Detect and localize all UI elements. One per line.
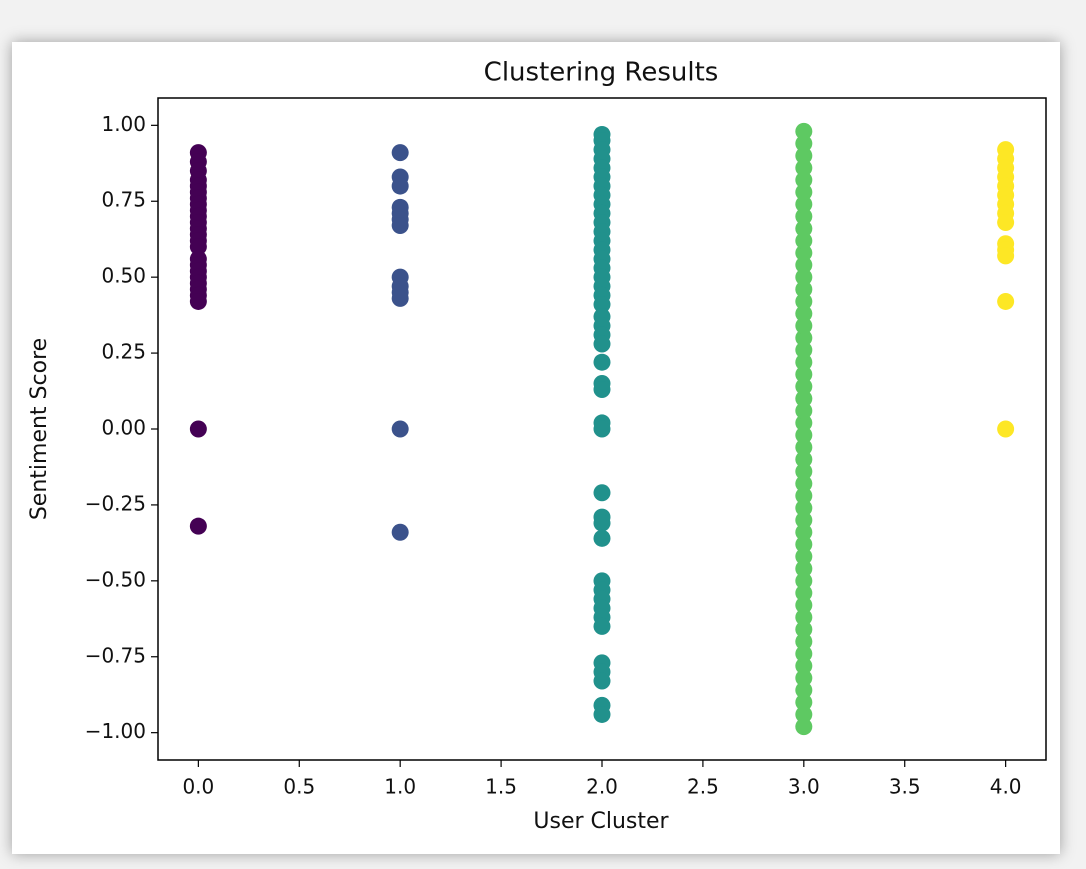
x-tick-label: 0.0 (182, 775, 214, 799)
point (795, 135, 813, 153)
point (795, 535, 813, 553)
point (795, 608, 813, 626)
point (795, 657, 813, 675)
point (795, 171, 813, 189)
point (593, 529, 611, 547)
point (795, 195, 813, 213)
point (795, 402, 813, 420)
point (997, 214, 1015, 232)
point (593, 381, 611, 399)
point (795, 292, 813, 310)
point (189, 517, 207, 535)
point (795, 305, 813, 323)
point (795, 365, 813, 383)
point (795, 268, 813, 286)
point (795, 511, 813, 529)
point (997, 292, 1015, 310)
point (795, 390, 813, 408)
point (795, 353, 813, 371)
x-tick-label: 2.5 (687, 775, 719, 799)
point (795, 499, 813, 517)
x-tick-label: 2.0 (586, 775, 618, 799)
point (795, 341, 813, 359)
point (795, 463, 813, 481)
point (593, 484, 611, 502)
y-tick-label: −0.50 (85, 567, 146, 591)
point (795, 183, 813, 201)
y-tick-label: −0.25 (85, 491, 146, 515)
point (795, 633, 813, 651)
point (795, 669, 813, 687)
point (391, 217, 409, 235)
point (795, 693, 813, 711)
point (593, 420, 611, 438)
x-tick-label: 3.0 (788, 775, 820, 799)
point (189, 238, 207, 256)
y-axis-label: Sentiment Score (27, 338, 52, 520)
point (795, 122, 813, 140)
point (795, 414, 813, 432)
point (795, 523, 813, 541)
point (795, 244, 813, 262)
point (795, 645, 813, 663)
point (189, 292, 207, 310)
point (997, 420, 1015, 438)
x-tick-label: 0.5 (283, 775, 315, 799)
point (391, 420, 409, 438)
point (795, 256, 813, 274)
point (795, 232, 813, 250)
point (593, 353, 611, 371)
y-tick-label: 0.75 (101, 188, 146, 212)
point (795, 681, 813, 699)
point (795, 705, 813, 723)
point (795, 317, 813, 335)
point (795, 438, 813, 456)
point (593, 705, 611, 723)
point (795, 207, 813, 225)
x-tick-label: 3.5 (889, 775, 921, 799)
point (795, 718, 813, 736)
point (997, 247, 1015, 265)
point (795, 377, 813, 395)
y-tick-label: −1.00 (85, 719, 146, 743)
point (391, 177, 409, 195)
point (593, 514, 611, 532)
point (391, 289, 409, 307)
point (795, 450, 813, 468)
y-tick-label: 0.00 (101, 416, 146, 440)
x-tick-label: 1.0 (384, 775, 416, 799)
point (795, 487, 813, 505)
point (593, 617, 611, 635)
card (12, 42, 1060, 854)
x-axis-label: User Cluster (533, 809, 669, 834)
point (593, 335, 611, 353)
point (795, 572, 813, 590)
point (795, 475, 813, 493)
y-tick-label: 0.50 (101, 264, 146, 288)
point (795, 584, 813, 602)
point (795, 147, 813, 165)
x-tick-label: 1.5 (485, 775, 517, 799)
y-tick-label: 1.00 (101, 112, 146, 136)
y-tick-label: 0.25 (101, 340, 146, 364)
point (795, 548, 813, 566)
point (795, 596, 813, 614)
point (795, 426, 813, 444)
point (593, 672, 611, 690)
y-tick-label: −0.75 (85, 643, 146, 667)
point (795, 280, 813, 298)
point (391, 523, 409, 541)
point (189, 420, 207, 438)
point (795, 560, 813, 578)
point (795, 159, 813, 177)
point (795, 220, 813, 238)
x-tick-label: 4.0 (990, 775, 1022, 799)
point (593, 295, 611, 313)
point (391, 144, 409, 162)
point (795, 329, 813, 347)
chart-title: Clustering Results (484, 58, 719, 88)
point (795, 620, 813, 638)
